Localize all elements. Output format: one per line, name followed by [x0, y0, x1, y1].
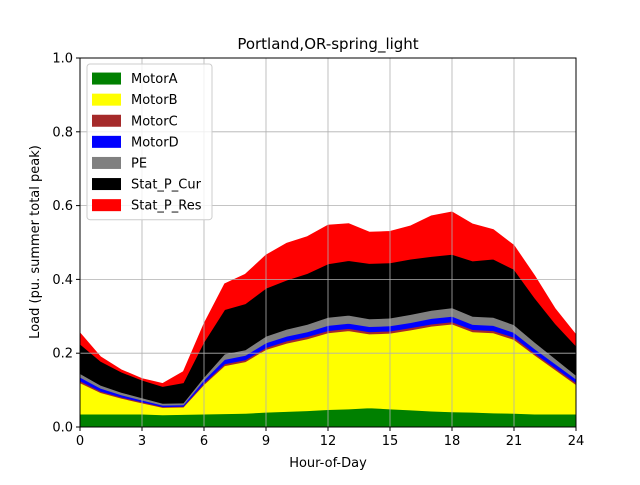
y-tick-label: 0.0: [52, 421, 73, 436]
legend-swatch-motorc: [92, 114, 121, 127]
y-tick-label: 0.4: [52, 273, 73, 288]
y-tick-label: 0.2: [52, 347, 73, 362]
legend-label-motora: MotorA: [131, 72, 178, 87]
chart-title: Portland,OR-spring_light: [237, 35, 418, 54]
legend-label-pe: PE: [131, 156, 147, 171]
legend-swatch-stat-p-res: [92, 199, 121, 212]
x-tick-label: 9: [262, 434, 270, 449]
legend-label-stat-p-cur: Stat_P_Cur: [131, 178, 202, 193]
legend-label-stat-p-res: Stat_P_Res: [131, 199, 202, 214]
plot-area: 0 3 6 9 12 15 18 21 240.00.20.40.60.81.0MotorAMo…: [52, 52, 584, 450]
y-tick-label: 0.6: [52, 199, 73, 214]
legend-label-motorb: MotorB: [131, 93, 177, 108]
legend-swatch-motorb: [92, 93, 121, 106]
x-axis-label: Hour-of-Day: [289, 456, 367, 471]
x-tick-label: 6: [200, 434, 208, 449]
y-tick-label: 1.0: [52, 52, 73, 67]
legend-swatch-stat-p-cur: [92, 178, 121, 191]
x-tick-label: 18: [444, 434, 461, 449]
legend: MotorA MotorB MotorC MotorD PE Stat_P_Cur Stat…: [86, 63, 213, 221]
x-tick-label: 12: [320, 434, 337, 449]
legend-swatch-motord: [92, 135, 121, 148]
x-tick-label: 21: [506, 434, 523, 449]
y-tick-label: 0.8: [52, 125, 73, 140]
legend-label-motord: MotorD: [131, 135, 179, 150]
x-tick-label: 3: [138, 434, 146, 449]
legend-swatch-pe: [92, 156, 121, 169]
legend-label-motorc: MotorC: [131, 114, 178, 129]
legend-swatch-motora: [92, 72, 121, 85]
x-tick-label: 15: [382, 434, 399, 449]
x-tick-label: 0: [76, 434, 84, 449]
x-tick-label: 24: [568, 434, 585, 449]
y-axis-label: Load (pu. summer total peak): [28, 145, 43, 339]
